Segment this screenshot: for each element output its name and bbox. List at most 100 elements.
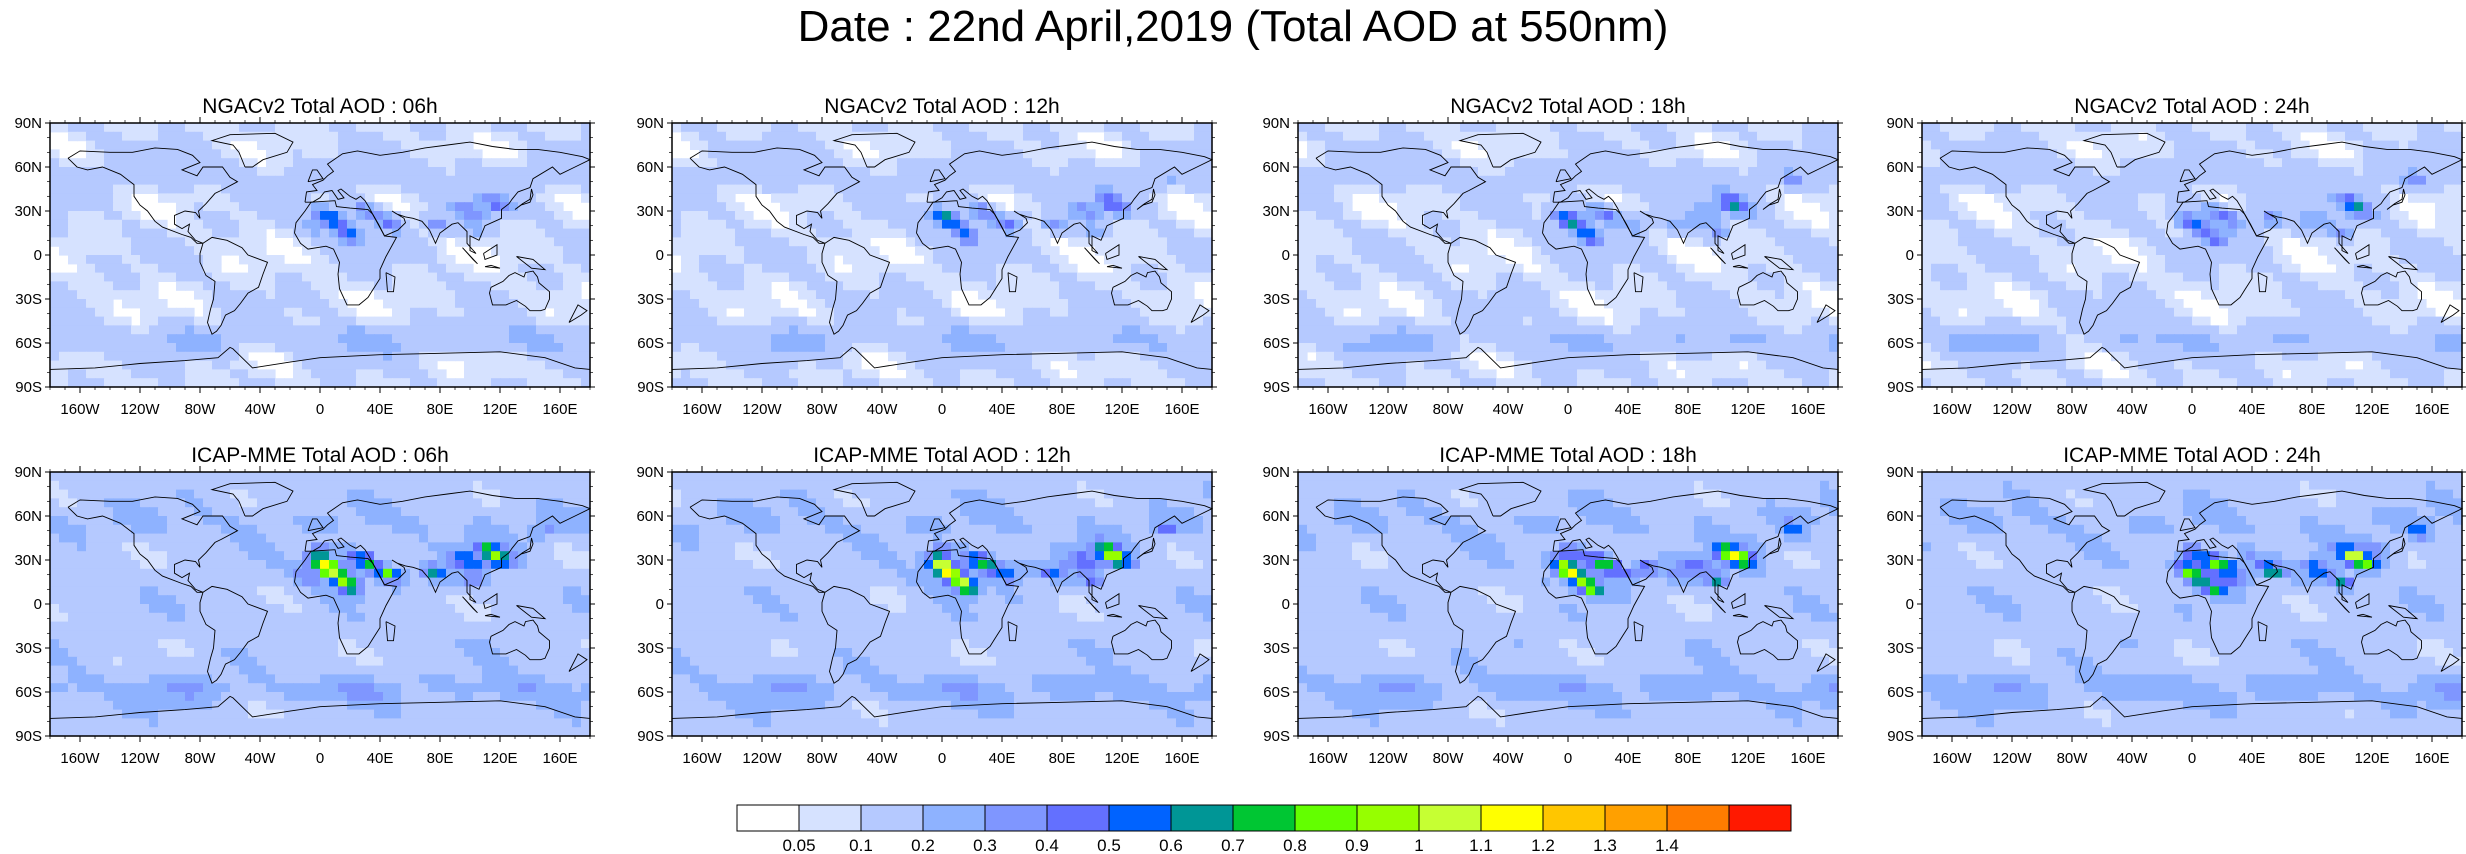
lat-tick-label: 30N — [1886, 203, 1914, 220]
lon-tick-label: 80W — [2057, 401, 2089, 418]
lon-tick-label: 160E — [2414, 750, 2449, 767]
lon-tick-label: 40W — [2117, 401, 2149, 418]
lat-tick-label: 60S — [1887, 684, 1914, 701]
lon-tick-label: 160W — [1932, 750, 1972, 767]
map-panel: NGACv2 Total AOD : 18h 90N 60N 30N 0 30S 60S 90… — [1262, 95, 1843, 418]
lon-tick-label: 120W — [1368, 401, 1408, 418]
lon-tick-label: 120W — [742, 750, 782, 767]
lon-tick-label: 40E — [367, 750, 394, 767]
colorbar-box — [1108, 804, 1172, 832]
lat-tick-label: 30N — [14, 552, 42, 569]
colorbar-box — [1728, 804, 1792, 832]
lat-tick-label: 60N — [14, 159, 42, 176]
lon-tick-label: 40E — [989, 750, 1016, 767]
aod-field — [50, 472, 591, 737]
lat-tick-label: 0 — [34, 247, 42, 264]
lon-tick-label: 80W — [807, 401, 839, 418]
colorbar-label: 1.1 — [1469, 836, 1493, 854]
lat-tick-label: 90S — [1887, 728, 1914, 745]
lon-tick-label: 80E — [1049, 750, 1076, 767]
lon-tick-label: 120W — [120, 750, 160, 767]
lon-tick-label: 40E — [2239, 401, 2266, 418]
lon-tick-label: 40W — [867, 750, 899, 767]
lat-tick-label: 60S — [1263, 335, 1290, 352]
lon-tick-label: 80E — [2299, 401, 2326, 418]
lat-tick-label: 60N — [1262, 508, 1290, 525]
lon-tick-label: 120E — [1730, 750, 1765, 767]
colorbar-box — [736, 804, 800, 832]
colorbar-label: 1.2 — [1531, 836, 1555, 854]
lon-tick-label: 80E — [2299, 750, 2326, 767]
lon-tick-label: 120W — [120, 401, 160, 418]
colorbar-box — [860, 804, 924, 832]
coastlines — [1921, 132, 2464, 370]
panel-title: NGACv2 Total AOD : 24h — [2074, 95, 2309, 118]
lat-tick-label: 60S — [637, 335, 664, 352]
lon-tick-label: 120W — [742, 401, 782, 418]
map-panel: NGACv2 Total AOD : 24h 90N 60N 30N 0 30S 60S 90… — [1886, 95, 2466, 418]
lat-tick-label: 60N — [636, 159, 664, 176]
lon-tick-label: 40E — [367, 401, 394, 418]
lat-tick-label: 90S — [1263, 379, 1290, 396]
lon-tick-label: 0 — [2188, 750, 2196, 767]
lon-tick-label: 40E — [1615, 750, 1642, 767]
lon-tick-label: 80W — [2057, 750, 2089, 767]
aod-field — [1298, 472, 1839, 737]
lon-tick-label: 160E — [1164, 750, 1199, 767]
lon-tick-label: 0 — [1564, 401, 1572, 418]
colorbar-label: 0.4 — [1035, 836, 1059, 854]
lon-tick-label: 40E — [1615, 401, 1642, 418]
aod-field — [1298, 123, 1839, 388]
colorbar-label: 0.8 — [1283, 836, 1307, 854]
panel-title: NGACv2 Total AOD : 18h — [1450, 95, 1685, 118]
lon-tick-label: 0 — [938, 401, 946, 418]
colorbar-box — [1666, 804, 1730, 832]
panel-title: NGACv2 Total AOD : 12h — [824, 95, 1059, 118]
aod-field — [672, 123, 1213, 388]
lat-tick-label: 30N — [1262, 552, 1290, 569]
colorbar-label: 0.5 — [1097, 836, 1121, 854]
lon-tick-label: 160E — [542, 401, 577, 418]
lat-tick-label: 60S — [1263, 684, 1290, 701]
lon-tick-label: 80W — [1433, 750, 1465, 767]
lon-tick-label: 40W — [245, 401, 277, 418]
lat-tick-label: 30S — [15, 291, 42, 308]
lon-tick-label: 160E — [2414, 401, 2449, 418]
lon-tick-label: 160W — [1932, 401, 1972, 418]
panel-title: NGACv2 Total AOD : 06h — [202, 95, 437, 118]
lon-tick-label: 120W — [1992, 750, 2032, 767]
colorbar-label: 0.7 — [1221, 836, 1245, 854]
lon-tick-label: 120E — [1104, 750, 1139, 767]
colorbar-box — [1418, 804, 1482, 832]
lon-tick-label: 80E — [1675, 750, 1702, 767]
lon-tick-label: 160W — [682, 750, 722, 767]
lat-tick-label: 30N — [14, 203, 42, 220]
coastlines — [671, 132, 1214, 370]
lat-tick-label: 90N — [14, 115, 42, 132]
lat-tick-label: 60S — [15, 684, 42, 701]
lat-tick-label: 30N — [636, 552, 664, 569]
panel-title: ICAP-MME Total AOD : 06h — [191, 444, 449, 467]
lon-tick-label: 160E — [542, 750, 577, 767]
lon-tick-label: 80E — [1675, 401, 1702, 418]
lon-tick-label: 160E — [1790, 750, 1825, 767]
lat-tick-label: 30S — [637, 291, 664, 308]
aod-field — [50, 123, 591, 388]
lon-tick-label: 120E — [2354, 401, 2389, 418]
lat-tick-label: 0 — [1282, 596, 1290, 613]
colorbar-box — [1604, 804, 1668, 832]
lat-tick-label: 0 — [1282, 247, 1290, 264]
coastlines — [49, 481, 592, 719]
colorbar-label: 1 — [1414, 836, 1423, 854]
lat-tick-label: 90S — [1263, 728, 1290, 745]
lat-tick-label: 30S — [637, 640, 664, 657]
lon-tick-label: 120E — [482, 401, 517, 418]
coastlines — [49, 132, 592, 370]
lat-tick-label: 0 — [656, 247, 664, 264]
map-panel: NGACv2 Total AOD : 06h 90N 60N 30N 0 30S 60S 90… — [14, 95, 595, 418]
map-panel: ICAP-MME Total AOD : 18h 90N 60N 30N 0 30S 60S… — [1262, 444, 1843, 767]
lat-tick-label: 60N — [636, 508, 664, 525]
colorbar-label: 0.9 — [1345, 836, 1369, 854]
